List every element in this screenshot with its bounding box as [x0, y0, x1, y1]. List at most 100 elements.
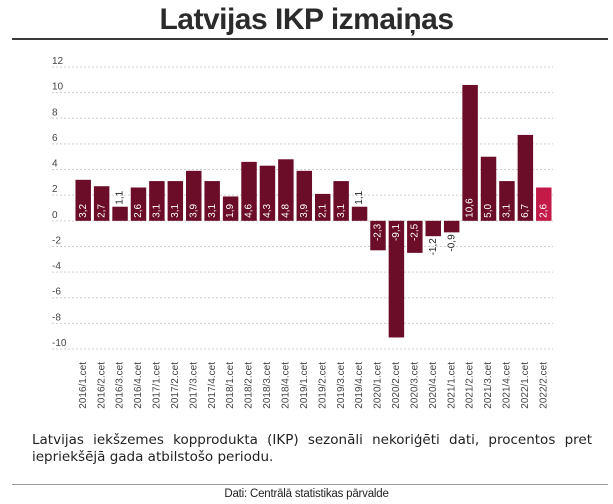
- x-tick-label: 2019/2.cet: [317, 362, 328, 409]
- value-labels: 3,2 2,7 1,1 2,6 3,1 3,1 3,9 3,1 1,9 4,6 4,3 4,8 3,9 2…: [78, 190, 550, 255]
- x-tick-label: 2017/2.cet: [170, 362, 181, 409]
- value-label: 1,1: [115, 190, 126, 204]
- x-tick-label: 2021/3.cet: [483, 362, 494, 409]
- x-tick-label: 2016/4.cet: [133, 362, 144, 409]
- value-label: 2,1: [317, 203, 328, 217]
- x-tick-label: 2019/3.cet: [336, 362, 347, 409]
- y-tick-label: -8: [52, 312, 61, 323]
- x-tick-label: 2018/2.cet: [244, 362, 255, 409]
- x-tick-label: 2017/1.cet: [152, 362, 163, 409]
- y-tick-label: 0: [52, 210, 58, 221]
- x-tick-label: 2018/1.cet: [225, 362, 236, 409]
- y-axis-ticks: 12 10 8 6 4 2 0 -2 -4 -6 -8 -10: [52, 56, 67, 349]
- value-label: 3,9: [188, 203, 199, 217]
- x-tick-label: 2016/1.cet: [78, 362, 89, 409]
- source-rule: [12, 484, 608, 485]
- x-tick-label: 2017/4.cet: [207, 362, 218, 409]
- value-label: 1,1: [354, 190, 365, 204]
- bar: [296, 170, 313, 221]
- value-label: -2,3: [373, 223, 384, 241]
- x-tick-label: 2021/2.cet: [465, 362, 476, 409]
- bar: [204, 181, 220, 221]
- y-tick-label: 2: [52, 184, 58, 195]
- value-label: 4,3: [262, 203, 273, 217]
- bar: [536, 187, 552, 221]
- value-label: 2,6: [133, 203, 144, 217]
- value-label: -2,5: [409, 223, 420, 241]
- value-label: 5,0: [483, 203, 494, 217]
- bar: [443, 220, 460, 233]
- bar: [425, 220, 441, 237]
- bar: [480, 156, 497, 221]
- title-rule: [12, 38, 608, 40]
- bar: [314, 193, 331, 221]
- bar: [351, 206, 368, 221]
- y-tick-label: -4: [52, 261, 61, 272]
- y-tick-label: 12: [52, 56, 64, 67]
- x-tick-label: 2021/4.cet: [502, 362, 513, 409]
- value-label: 3,1: [170, 203, 181, 217]
- x-tick-label: 2020/4.cet: [428, 362, 439, 409]
- bar: [130, 187, 147, 221]
- y-tick-label: 8: [52, 107, 58, 118]
- value-label: 2,7: [96, 203, 107, 217]
- value-label: 6,7: [520, 203, 531, 217]
- bar: [407, 220, 423, 253]
- value-label: 10,6: [465, 198, 476, 218]
- value-label: -1,2: [428, 238, 439, 256]
- x-tick-label: 2016/2.cet: [96, 362, 107, 409]
- bar: [112, 206, 128, 221]
- bar: [149, 181, 165, 221]
- x-tick-label: 2022/2.cet: [538, 362, 549, 409]
- bar: [278, 159, 294, 221]
- bar: [259, 165, 276, 221]
- y-tick-label: -6: [52, 287, 61, 298]
- value-label: 3,1: [207, 203, 218, 217]
- bar: [388, 220, 405, 338]
- x-tick-label: 2019/1.cet: [299, 362, 310, 409]
- bar: [241, 161, 257, 221]
- value-label: 3,9: [299, 203, 310, 217]
- chart-title: Latvijas IKP izmaiņas: [159, 3, 454, 36]
- bar: [93, 186, 110, 221]
- bar: [167, 181, 184, 221]
- y-tick-label: -2: [52, 235, 61, 246]
- x-tick-label: 2021/1.cet: [446, 362, 457, 409]
- x-tick-label: 2016/3.cet: [115, 362, 126, 409]
- x-tick-label: 2020/3.cet: [409, 362, 420, 409]
- y-tick-label: 6: [52, 133, 58, 144]
- y-tick-label: 4: [52, 159, 58, 170]
- bar: [499, 181, 515, 221]
- x-tick-label: 2020/2.cet: [391, 362, 402, 409]
- y-tick-label: -10: [52, 338, 67, 349]
- value-label: 3,1: [502, 203, 513, 217]
- x-axis-ticks: 2016/1.cet 2016/2.cet 2016/3.cet 2016/4.cet…: [78, 362, 550, 409]
- data-source: Dati: Centrālā statistikas pārvalde: [224, 488, 389, 500]
- value-label: 4,8: [281, 203, 292, 217]
- value-label: 3,1: [152, 203, 163, 217]
- bar: [333, 181, 349, 221]
- x-tick-label: 2018/4.cet: [281, 362, 292, 409]
- x-tick-label: 2022/1.cet: [520, 362, 531, 409]
- value-label: 1,9: [225, 203, 236, 217]
- value-label: 3,1: [336, 203, 347, 217]
- x-tick-label: 2017/3.cet: [188, 362, 199, 409]
- x-tick-label: 2020/1.cet: [373, 362, 384, 409]
- bar: [462, 84, 478, 221]
- y-tick-label: 10: [52, 82, 64, 93]
- value-label: 2,6: [538, 203, 549, 217]
- value-label: -9,1: [391, 223, 402, 241]
- x-tick-label: 2018/3.cet: [262, 362, 273, 409]
- value-label: -0,9: [446, 234, 457, 252]
- bar: [222, 196, 239, 221]
- bar: [186, 170, 202, 221]
- x-tick-label: 2019/4.cet: [354, 362, 365, 409]
- bars: [75, 84, 552, 338]
- bar: [370, 220, 386, 251]
- value-label: 4,6: [244, 203, 255, 217]
- bar: [75, 179, 91, 221]
- chart-description: Latvijas iekšzemes kopprodukta (IKP) sez…: [32, 432, 592, 465]
- bar: [517, 134, 534, 221]
- value-label: 3,2: [78, 203, 89, 217]
